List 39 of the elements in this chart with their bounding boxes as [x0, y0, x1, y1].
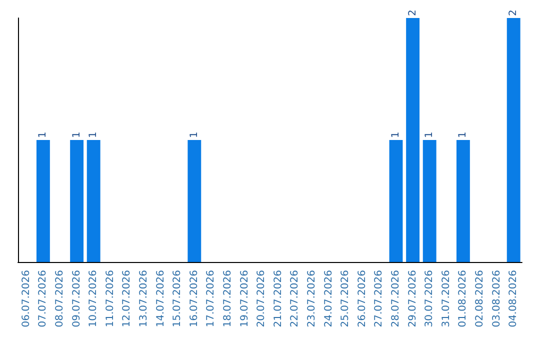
x-tick-label: 29.07.2026	[407, 270, 418, 328]
x-tick-label: 27.07.2026	[374, 270, 385, 328]
x-tick-label: 14.07.2026	[155, 270, 166, 328]
x-tick-label: 22.07.2026	[290, 270, 301, 328]
x-tick-label: 18.07.2026	[222, 270, 234, 328]
data-label: 1	[458, 132, 469, 138]
x-tick-label: 08.07.2026	[54, 270, 66, 328]
x-tick-label: 17.07.2026	[206, 270, 217, 328]
x-tick-label: 01.08.2026	[458, 270, 469, 328]
x-tick-label: 13.07.2026	[138, 270, 150, 328]
data-label: 2	[407, 10, 418, 16]
x-tick-label: 03.08.2026	[491, 270, 502, 328]
x-tick-label: 06.07.2026	[20, 270, 32, 328]
x-tick-label: 09.07.2026	[71, 270, 82, 328]
x-tick-label: 21.07.2026	[272, 270, 284, 328]
x-tick-label: 11.07.2026	[104, 270, 116, 328]
x-tick-label: 30.07.2026	[424, 270, 436, 328]
x-tick-label: 04.08.2026	[508, 270, 520, 328]
data-label: 1	[38, 132, 49, 138]
x-tick-label: 31.07.2026	[440, 270, 452, 328]
x-tick-label: 25.07.2026	[340, 270, 352, 328]
data-label: 1	[424, 132, 436, 138]
data-label: 1	[88, 132, 100, 138]
x-tick-label: 12.07.2026	[122, 270, 133, 328]
data-label: 1	[188, 132, 200, 138]
x-tick-label: 23.07.2026	[306, 270, 318, 328]
x-tick-label: 20.07.2026	[256, 270, 268, 328]
x-tick-label: 16.07.2026	[188, 270, 200, 328]
x-tick-label: 24.07.2026	[323, 270, 334, 328]
x-tick-label: 28.07.2026	[390, 270, 402, 328]
x-tick-label: 07.07.2026	[38, 270, 49, 328]
x-tick-label: 10.07.2026	[88, 270, 100, 328]
x-tick-label: 02.08.2026	[474, 270, 486, 328]
x-tick-label: 15.07.2026	[172, 270, 184, 328]
data-label: 2	[508, 10, 520, 16]
data-label: 1	[71, 132, 82, 138]
x-tick-label: 26.07.2026	[356, 270, 368, 328]
data-label: 1	[390, 132, 402, 138]
x-tick-label: 19.07.2026	[239, 270, 250, 328]
